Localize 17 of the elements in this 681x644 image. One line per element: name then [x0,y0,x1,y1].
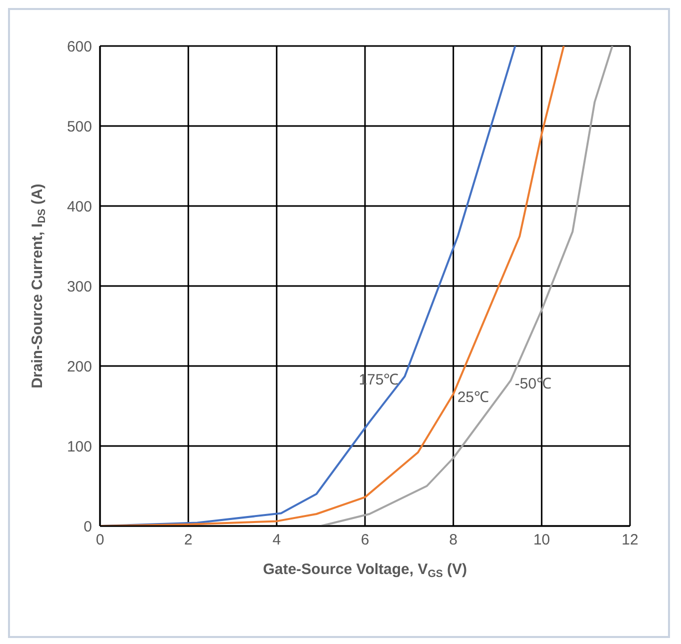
x-tick-label: 2 [184,532,193,549]
y-tick-label: 100 [66,438,92,456]
y-tick-label: 0 [84,518,92,536]
x-tick-label: 0 [96,532,104,549]
y-tick-label: 200 [66,358,92,376]
x-axis-title: Gate-Source Voltage, V$_{GS}$ (V) [262,561,468,580]
line-series [320,46,614,526]
x-tick-label: 4 [272,532,281,549]
y-tick-label: 500 [66,118,92,136]
x-tick-label: 8 [449,532,458,549]
y-tick-label: 300 [66,278,92,296]
series-label: 25℃ [457,388,490,406]
x-tick-label: 6 [360,532,370,549]
y-tick-label: 600 [66,38,92,56]
y-tick-label: 400 [66,198,92,216]
x-tick-label: 10 [533,532,550,549]
x-tick-label: 12 [622,532,638,549]
